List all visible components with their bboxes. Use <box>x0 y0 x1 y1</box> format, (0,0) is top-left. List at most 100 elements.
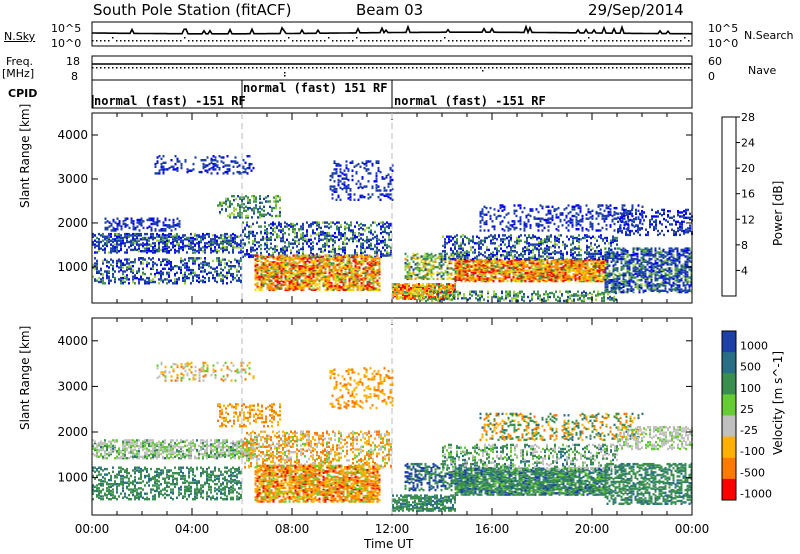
power-echo <box>492 264 495 267</box>
power-echo <box>302 259 305 263</box>
power-echo <box>178 243 180 246</box>
power-echo <box>574 260 577 263</box>
power-echo <box>388 232 390 235</box>
nsearch-tick-high: 10^5 <box>708 22 739 35</box>
power-echo <box>428 268 431 271</box>
power-echo <box>552 258 555 262</box>
power-echo <box>160 238 162 241</box>
power-echo <box>498 258 501 262</box>
power-echo <box>335 170 338 174</box>
power-echo <box>490 269 493 272</box>
power-echo <box>262 257 265 260</box>
power-echo <box>314 276 317 280</box>
power-echo <box>334 254 336 257</box>
power-echo <box>304 257 307 260</box>
power-echo <box>318 288 321 292</box>
power-echo <box>316 221 318 224</box>
power-echo <box>460 279 463 283</box>
power-echo <box>190 246 192 249</box>
power-echo <box>532 277 535 280</box>
power-echo <box>516 277 519 280</box>
power-echo <box>428 283 430 286</box>
power-echo <box>132 232 134 236</box>
power-echo <box>536 274 539 278</box>
power-echo <box>221 203 223 206</box>
power-echo <box>356 245 358 248</box>
power-echo <box>452 238 454 241</box>
power-echo <box>208 262 210 265</box>
power-echo <box>134 228 137 231</box>
power-echo <box>166 258 168 261</box>
power-echo <box>290 279 293 282</box>
power-echo <box>590 277 593 280</box>
power-echo <box>310 242 312 245</box>
nave-dot <box>384 67 386 69</box>
power-echo <box>294 242 296 245</box>
power-echo <box>354 263 357 267</box>
power-echo <box>574 277 577 280</box>
power-echo <box>118 270 120 273</box>
power-echo <box>374 280 377 284</box>
power-echo <box>272 261 275 264</box>
power-echo <box>222 278 224 281</box>
power-echo <box>338 278 341 281</box>
power-echo <box>420 294 422 298</box>
nave-dot <box>276 67 278 69</box>
power-echo <box>152 267 154 270</box>
power-echo <box>356 283 359 286</box>
power-echo <box>354 261 357 264</box>
power-echo <box>152 248 154 252</box>
power-echo <box>278 280 281 284</box>
power-echo <box>162 228 165 231</box>
power-echo <box>245 214 247 218</box>
power-echo <box>324 221 326 224</box>
power-echo <box>357 180 360 183</box>
power-echo <box>418 263 421 266</box>
power-echo <box>362 284 365 288</box>
power-echo <box>383 189 386 192</box>
power-echo <box>350 229 352 232</box>
power-echo <box>316 278 319 281</box>
power-echo <box>528 276 531 279</box>
power-echo <box>492 260 495 263</box>
power-echo <box>268 288 271 292</box>
power-echo <box>562 270 565 274</box>
power-echo <box>354 225 356 228</box>
power-echo <box>594 264 597 267</box>
nave-dot <box>332 67 334 69</box>
power-echo <box>448 290 450 294</box>
power-echo <box>286 271 289 274</box>
power-echo <box>194 232 196 236</box>
power-echo <box>174 234 176 237</box>
power-echo <box>222 246 224 249</box>
power-echo <box>358 275 361 278</box>
power-echo <box>318 259 321 263</box>
power-echo <box>296 274 299 277</box>
power-echo <box>174 162 177 166</box>
power-echo <box>278 276 281 280</box>
power-echo <box>162 229 165 232</box>
power-echo <box>408 292 410 295</box>
power-echo <box>372 221 374 224</box>
power-echo <box>152 242 154 245</box>
power-echo <box>258 259 261 263</box>
power-echo <box>300 228 302 231</box>
power-echo <box>248 230 250 234</box>
power-echo <box>442 263 445 266</box>
power-echo <box>320 272 323 276</box>
power-echo <box>378 265 381 268</box>
power-echo <box>358 254 361 257</box>
power-echo <box>302 226 304 230</box>
power-echo <box>310 272 313 276</box>
power-echo <box>146 261 148 264</box>
power-echo <box>266 268 269 272</box>
power-echo <box>204 246 206 249</box>
power-echo <box>580 262 583 266</box>
power-echo <box>314 237 316 240</box>
power-echo <box>368 255 371 259</box>
power-echo <box>341 188 344 191</box>
power-echo <box>268 280 271 284</box>
power-echo <box>160 234 162 237</box>
power-echo <box>320 255 323 259</box>
power-echo <box>500 262 503 266</box>
